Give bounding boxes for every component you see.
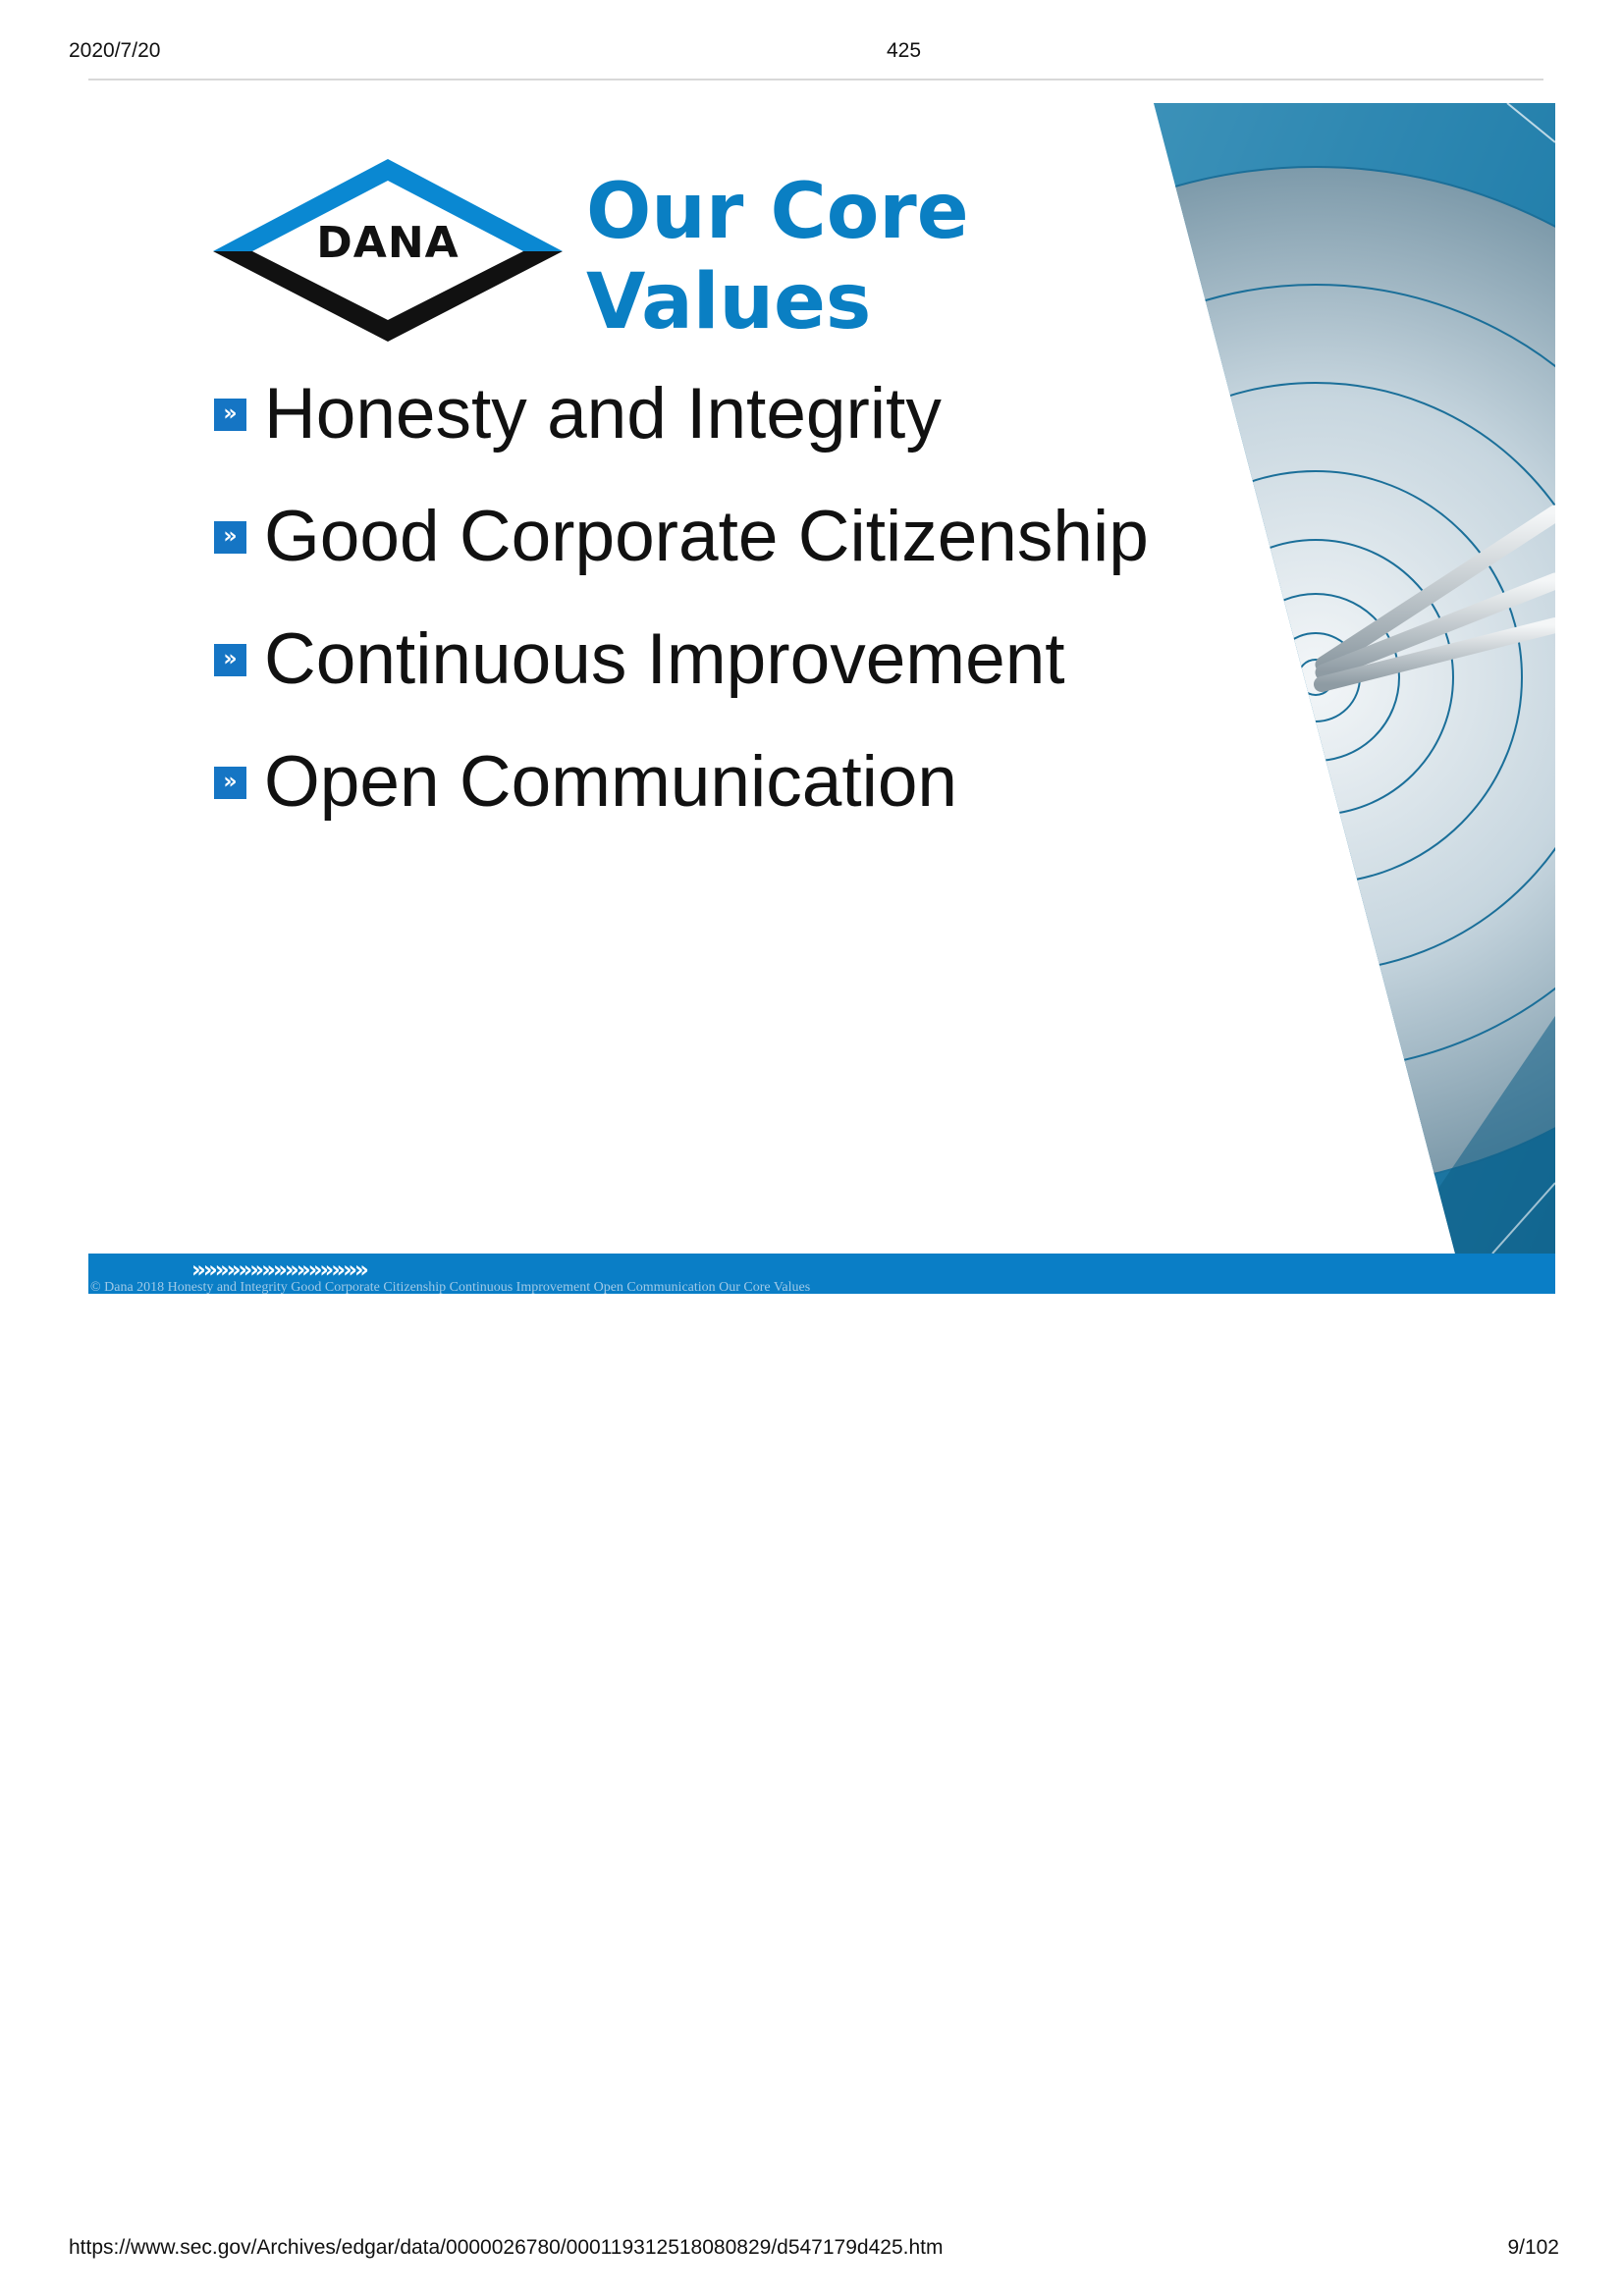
footer-caption: © Dana 2018 Honesty and Integrity Good C…	[90, 1280, 811, 1294]
value-text: Honesty and Integrity	[264, 374, 942, 454]
header-rule	[88, 79, 1543, 80]
slide: DANA Our Core Values » Honesty and Integ…	[88, 103, 1555, 1294]
value-text: Continuous Improvement	[264, 619, 1065, 699]
slide-title-line-2: Values	[586, 258, 872, 347]
print-footer-url[interactable]: https://www.sec.gov/Archives/edgar/data/…	[69, 2236, 944, 2259]
value-item: » Honesty and Integrity	[214, 378, 1149, 451]
slide-title-line-1: Our Core	[586, 168, 969, 256]
print-header-title: 425	[887, 39, 922, 62]
double-chevron-icon: »	[214, 766, 246, 799]
double-chevron-icon: »	[214, 520, 246, 554]
footer-chevrons: »»»»»»»»»»»»»»»	[191, 1257, 369, 1283]
slide-title: Our Core Values	[586, 167, 999, 347]
value-item: » Open Communication	[214, 746, 1149, 819]
core-values-list: » Honesty and Integrity » Good Corporate…	[214, 378, 1149, 869]
value-text: Good Corporate Citizenship	[264, 497, 1149, 576]
print-footer-page: 9/102	[1507, 2236, 1559, 2259]
slide-footer-bar	[88, 1254, 1555, 1294]
double-chevron-icon: »	[214, 398, 246, 431]
double-chevron-icon: »	[214, 643, 246, 676]
value-text: Open Communication	[264, 742, 958, 822]
print-header-date: 2020/7/20	[69, 39, 161, 62]
value-item: » Good Corporate Citizenship	[214, 501, 1149, 573]
target-arrows-image	[1154, 103, 1555, 1254]
dana-logo-text: DANA	[316, 218, 460, 268]
dana-logo	[213, 159, 563, 342]
value-item: » Continuous Improvement	[214, 623, 1149, 696]
